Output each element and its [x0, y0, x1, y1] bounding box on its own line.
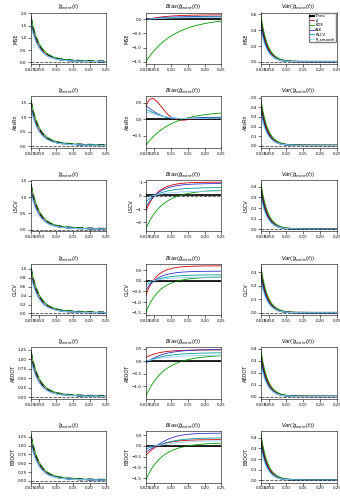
Y-axis label: AbsRn: AbsRn: [13, 114, 18, 130]
Title: $Bias(\hat{g}_{estim}(t))$: $Bias(\hat{g}_{estim}(t))$: [165, 421, 202, 431]
Y-axis label: EBOOT: EBOOT: [11, 448, 16, 465]
Title: $Var(\hat{g}_{estim}(t))$: $Var(\hat{g}_{estim}(t))$: [282, 86, 316, 96]
Title: $Var(\hat{g}_{estim}(t))$: $Var(\hat{g}_{estim}(t))$: [282, 254, 316, 264]
Title: $\hat{g}_{estim}(t)$: $\hat{g}_{estim}(t)$: [58, 254, 79, 264]
Title: $\hat{g}_{estim}(t)$: $\hat{g}_{estim}(t)$: [58, 170, 79, 180]
Y-axis label: ABOOT: ABOOT: [125, 364, 130, 382]
Title: $\hat{g}_{estim}(t)$: $\hat{g}_{estim}(t)$: [58, 3, 79, 13]
Y-axis label: CLCV: CLCV: [125, 283, 130, 296]
Title: $Bias(\hat{g}_{estim}(t))$: $Bias(\hat{g}_{estim}(t))$: [165, 254, 202, 264]
Y-axis label: LSCV: LSCV: [13, 200, 18, 212]
Y-axis label: MSE: MSE: [125, 33, 130, 43]
Y-axis label: ABOOT: ABOOT: [11, 364, 16, 382]
Title: $Var(\hat{g}_{estim}(t))$: $Var(\hat{g}_{estim}(t))$: [282, 338, 316, 347]
Title: $Bias(\hat{g}_{estim}(t))$: $Bias(\hat{g}_{estim}(t))$: [165, 338, 202, 347]
Title: $Bias(\hat{g}_{estim}(t))$: $Bias(\hat{g}_{estim}(t))$: [165, 170, 202, 180]
Title: $Bias(\hat{g}_{estim}(t))$: $Bias(\hat{g}_{estim}(t))$: [165, 86, 202, 96]
Y-axis label: AbsRn: AbsRn: [243, 114, 249, 130]
Y-axis label: MSE: MSE: [13, 33, 18, 43]
Title: $\hat{g}_{estim}(t)$: $\hat{g}_{estim}(t)$: [58, 86, 79, 96]
Title: $Bias(\hat{g}_{estim}(t))$: $Bias(\hat{g}_{estim}(t))$: [165, 3, 202, 13]
Y-axis label: ABOOT: ABOOT: [243, 364, 249, 382]
Title: $\hat{g}_{estim}(t)$: $\hat{g}_{estim}(t)$: [58, 338, 79, 347]
Y-axis label: CLCV: CLCV: [243, 283, 249, 296]
Y-axis label: CLCV: CLCV: [13, 283, 18, 296]
Y-axis label: MSE: MSE: [243, 33, 249, 43]
Title: $Var(\hat{g}_{estim}(t))$: $Var(\hat{g}_{estim}(t))$: [282, 170, 316, 180]
Y-axis label: LSCV: LSCV: [243, 200, 249, 212]
Y-axis label: AbsRn: AbsRn: [125, 114, 130, 130]
Legend: Theo, i1, KDE, ALK, RLCV, R_smooth: Theo, i1, KDE, ALK, RLCV, R_smooth: [309, 14, 336, 42]
Y-axis label: EBOOT: EBOOT: [243, 448, 249, 465]
Y-axis label: LSCV: LSCV: [129, 200, 134, 212]
Title: $Var(\hat{g}_{estim}(t))$: $Var(\hat{g}_{estim}(t))$: [282, 3, 316, 13]
Y-axis label: EBOOT: EBOOT: [125, 448, 130, 465]
Title: $\hat{g}_{estim}(t)$: $\hat{g}_{estim}(t)$: [58, 421, 79, 431]
Title: $Var(\hat{g}_{estim}(t))$: $Var(\hat{g}_{estim}(t))$: [282, 421, 316, 431]
